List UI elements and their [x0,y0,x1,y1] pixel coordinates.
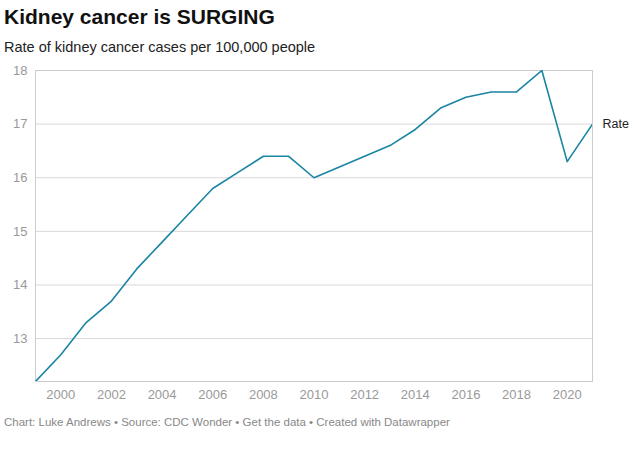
svg-text:16: 16 [13,170,27,185]
html-text:Rate of kidney cancer cases pe: Rate of kidney cancer cases per 100,000 … [4,39,316,55]
svg-text:2000: 2000 [46,387,75,402]
svg-text:2008: 2008 [249,387,278,402]
svg-text:14: 14 [13,277,27,292]
svg-text:15: 15 [13,224,27,239]
svg-text:18: 18 [13,63,27,78]
svg-text:2016: 2016 [451,387,480,402]
svg-text:2014: 2014 [401,387,430,402]
svg-text:2020: 2020 [553,387,582,402]
html-text:Chart: Luke Andrews • Source:: Chart: Luke Andrews • Source: CDC Wonder… [4,416,450,428]
svg-text:Rate: Rate [603,117,629,131]
svg-text:2012: 2012 [350,387,379,402]
svg-text:17: 17 [13,116,27,131]
svg-text:13: 13 [13,331,27,346]
svg-text:2010: 2010 [300,387,329,402]
svg-text:2018: 2018 [502,387,531,402]
svg-text:2004: 2004 [148,387,177,402]
html-text:Kidney cancer is SURGING: Kidney cancer is SURGING [4,5,275,28]
svg-text:2002: 2002 [97,387,126,402]
svg-text:2006: 2006 [198,387,227,402]
